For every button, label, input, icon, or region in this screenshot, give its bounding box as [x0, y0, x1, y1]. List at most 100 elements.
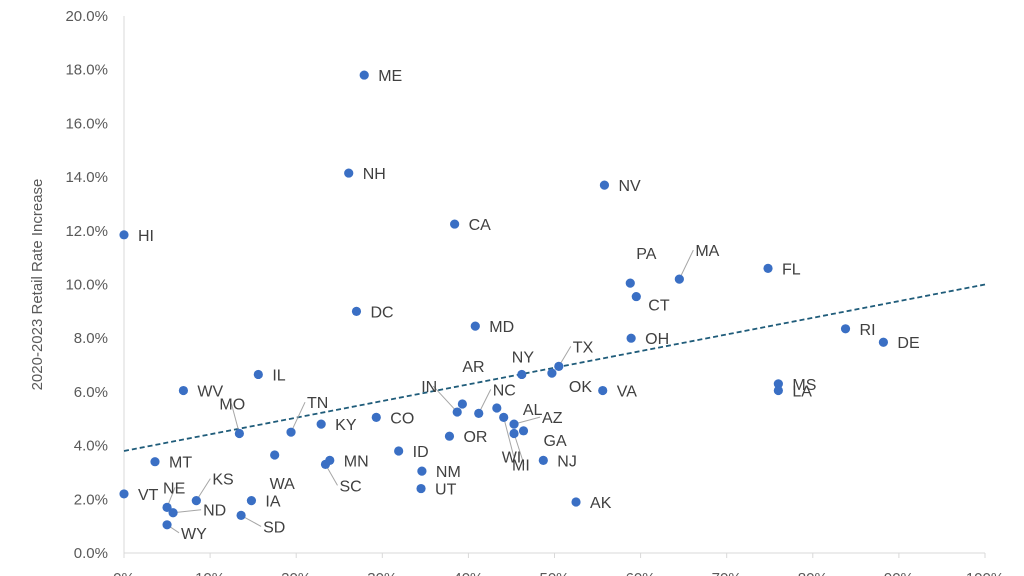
- axes: 0.0% 2.0% 4.0% 6.0% 8.0% 10.0% 12.0% 14.0% 16.0%…: [29, 8, 1004, 576]
- point-label-in: IN: [421, 379, 437, 396]
- data-point-ak: [571, 497, 581, 507]
- x-tick-label: 40%: [453, 570, 483, 576]
- data-point-in: [452, 407, 462, 417]
- data-points: [119, 70, 889, 530]
- leader-line: [230, 403, 240, 434]
- data-point-la: [773, 385, 783, 396]
- point-label-il: IL: [272, 367, 285, 384]
- data-point-al: [492, 403, 502, 413]
- point-label-mi: MI: [512, 458, 530, 475]
- point-label-nd: ND: [203, 503, 226, 520]
- point-label-nc: NC: [493, 382, 516, 399]
- data-point-nd: [168, 508, 178, 518]
- x-tick-label: 90%: [884, 570, 914, 576]
- point-label-nm: NM: [436, 464, 461, 481]
- point-label-ok: OK: [569, 379, 592, 396]
- data-point-wy: [162, 520, 172, 530]
- data-point-wi: [499, 412, 509, 423]
- point-label-ct: CT: [648, 298, 670, 315]
- point-label-ia: IA: [265, 494, 280, 511]
- data-point-ct: [631, 291, 641, 302]
- point-label-id: ID: [413, 444, 429, 461]
- point-label-nh: NH: [363, 166, 386, 183]
- point-label-tx: TX: [573, 339, 594, 356]
- data-point-az: [509, 419, 519, 429]
- point-label-ks: KS: [212, 472, 233, 489]
- point-label-dc: DC: [370, 304, 393, 321]
- point-label-ar: AR: [462, 359, 484, 376]
- data-point-mi: [509, 428, 519, 439]
- point-label-fl: FL: [782, 261, 801, 278]
- data-point-wa: [270, 450, 280, 460]
- data-point-ca: [450, 219, 460, 229]
- point-label-ri: RI: [860, 322, 876, 339]
- point-label-me: ME: [378, 68, 402, 85]
- data-point-ri: [840, 324, 851, 334]
- y-tick-label: 12.0%: [65, 223, 108, 240]
- x-tick-label: 0%: [113, 570, 135, 576]
- data-point-va: [598, 385, 608, 396]
- leader-line: [678, 249, 694, 280]
- data-point-hi: [119, 230, 129, 240]
- point-label-la: LA: [792, 384, 812, 401]
- data-point-ms: [773, 379, 783, 389]
- leader-line: [290, 401, 306, 433]
- point-label-ma: MA: [695, 243, 719, 260]
- point-label-mo: MO: [219, 397, 245, 414]
- point-label-md: MD: [489, 319, 514, 336]
- point-label-nv: NV: [618, 178, 641, 195]
- data-point-me: [359, 70, 369, 80]
- point-label-mt: MT: [169, 455, 192, 472]
- data-point-or: [444, 431, 455, 441]
- data-point-nj: [538, 455, 548, 465]
- point-label-al: AL: [523, 402, 543, 419]
- data-point-nh: [344, 168, 354, 178]
- data-point-ma: [674, 274, 684, 284]
- trendline: [123, 283, 986, 452]
- point-label-de: DE: [897, 335, 919, 352]
- point-label-vt: VT: [138, 487, 159, 504]
- point-label-or: OR: [463, 429, 487, 446]
- point-label-ca: CA: [469, 217, 492, 234]
- y-tick-label: 18.0%: [65, 62, 108, 79]
- point-label-ms: MS: [792, 377, 816, 394]
- data-point-oh: [626, 333, 636, 343]
- data-point-sd: [236, 510, 246, 521]
- point-label-nj: NJ: [557, 453, 577, 470]
- x-tick-label: 50%: [539, 570, 569, 576]
- point-label-va: VA: [617, 384, 637, 401]
- data-point-tx: [554, 361, 564, 371]
- data-point-de: [878, 337, 889, 347]
- point-label-co: CO: [390, 410, 414, 427]
- leader-line: [503, 417, 515, 457]
- point-label-tn: TN: [307, 395, 328, 412]
- point-label-ne: NE: [163, 480, 185, 497]
- x-tick-label: 70%: [712, 570, 742, 576]
- data-point-ga: [518, 426, 529, 436]
- point-label-oh: OH: [645, 331, 669, 348]
- x-tick-label: 10%: [195, 570, 225, 576]
- data-point-nm: [417, 466, 427, 476]
- data-point-ky: [316, 419, 326, 429]
- point-label-ny: NY: [512, 349, 535, 366]
- data-point-wv: [178, 385, 189, 396]
- point-label-ak: AK: [590, 495, 612, 512]
- data-point-vt: [119, 489, 129, 499]
- data-point-ia: [246, 496, 257, 506]
- data-point-dc: [351, 306, 362, 316]
- x-tick-label: 60%: [626, 570, 656, 576]
- y-tick-label: 10.0%: [65, 277, 108, 294]
- point-label-wa: WA: [270, 476, 296, 493]
- point-label-sd: SD: [263, 519, 285, 536]
- x-tick-label: 20%: [281, 570, 311, 576]
- x-tick-label: 30%: [367, 570, 397, 576]
- y-axis-title: 2020-2023 Retail Rate Increase: [29, 179, 46, 391]
- data-point-ar: [457, 399, 467, 409]
- point-label-wi: WI: [502, 449, 522, 466]
- data-point-ks: [191, 496, 201, 506]
- y-tick-label: 16.0%: [65, 115, 108, 132]
- leader-line: [513, 433, 525, 465]
- data-point-mo: [234, 428, 244, 439]
